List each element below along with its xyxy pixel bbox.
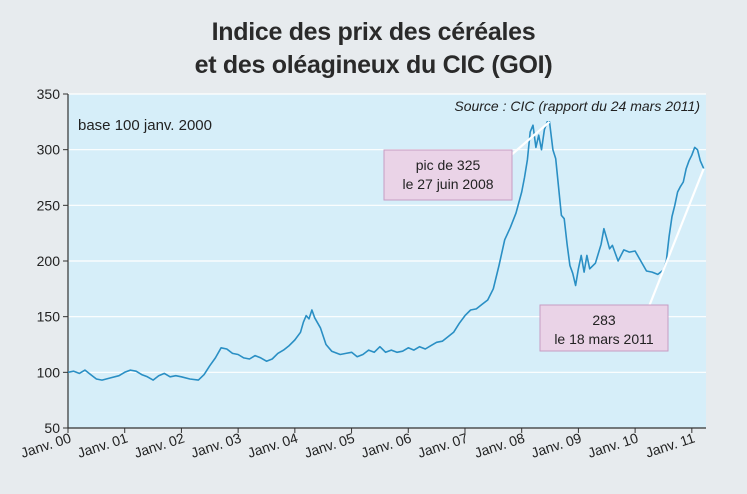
x-tick-label: Janv. 01 — [75, 430, 129, 461]
x-tick-label: Janv. 02 — [132, 430, 186, 461]
x-tick-label: Janv. 09 — [529, 430, 583, 461]
base-note: base 100 janv. 2000 — [78, 117, 212, 134]
annotation-box — [383, 149, 513, 201]
x-tick-label: Janv. 11 — [643, 430, 697, 461]
x-tick-label: Janv. 03 — [189, 430, 243, 461]
x-tick-label: Janv. 04 — [245, 430, 299, 461]
x-tick-label: Janv. 06 — [359, 430, 413, 461]
y-tick-label: 150 — [37, 309, 61, 325]
annotation: 283 le 18 mars 2011 — [539, 168, 705, 352]
annotations-group: pic de 325 le 27 juin 2008 283 le 18 mars 2… — [383, 121, 705, 352]
y-axis-ticks: 50 100 150 200 250 300 350 — [37, 86, 68, 436]
x-axis-ticks: Janv. 00 Janv. 01 Janv. 02 Janv. 03 Janv. 04… — [19, 428, 697, 461]
annotation-line-1: pic de 325 — [416, 157, 481, 173]
series-group — [67, 121, 705, 381]
x-tick-label: Janv. 05 — [302, 430, 356, 461]
x-tick-label: Janv. 08 — [472, 430, 526, 461]
y-tick-label: 100 — [37, 364, 61, 380]
annotation-line-2: le 18 mars 2011 — [554, 331, 654, 347]
annotation: pic de 325 le 27 juin 2008 — [383, 121, 551, 201]
annotation-leader — [646, 168, 705, 310]
annotation-box — [539, 304, 669, 352]
series-line — [67, 121, 705, 381]
title-line-1: Indice des prix des céréales — [211, 18, 536, 46]
y-tick-label: 250 — [37, 197, 61, 213]
x-tick-label: Janv. 10 — [586, 430, 640, 461]
annotation-leader — [509, 121, 551, 157]
y-tick-label: 200 — [37, 253, 61, 269]
chart-title: Indice des prix des céréales et des oléa… — [0, 16, 747, 82]
annotation-line-2: le 27 juin 2008 — [402, 176, 493, 192]
annotation-line-1: 283 — [592, 312, 616, 328]
source-note: Source : CIC (rapport du 24 mars 2011) — [454, 98, 700, 114]
y-tick-label: 300 — [37, 142, 61, 158]
x-tick-label: Janv. 07 — [416, 430, 470, 461]
y-tick-label: 50 — [44, 420, 60, 436]
y-tick-label: 350 — [37, 86, 61, 102]
title-line-2: et des oléagineux du CIC (GOI) — [194, 51, 553, 79]
